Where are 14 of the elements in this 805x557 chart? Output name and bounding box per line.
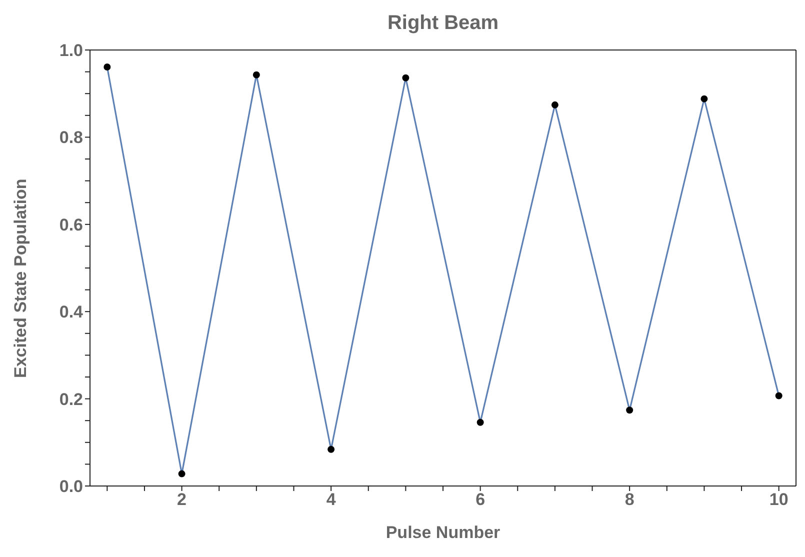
x-tick-label: 8: [624, 490, 634, 510]
y-tick-label: 0.6: [59, 215, 83, 234]
y-tick-label: 0.4: [59, 302, 84, 322]
x-tick-label: 10: [769, 490, 788, 510]
x-tick-label: 6: [476, 490, 486, 510]
y-tick-label: 0.8: [59, 128, 83, 148]
x-tick-label: 2: [177, 490, 187, 510]
x-axis-title: Pulse Number: [386, 523, 501, 542]
x-tick-label: 4: [326, 490, 336, 510]
y-tick-label: 0.0: [59, 477, 83, 496]
chart-title: Right Beam: [386, 11, 500, 36]
y-tick-label: 1.0: [59, 41, 83, 60]
y-tick-label: 0.2: [59, 390, 83, 409]
y-axis-title: Excited State Population: [11, 178, 30, 378]
